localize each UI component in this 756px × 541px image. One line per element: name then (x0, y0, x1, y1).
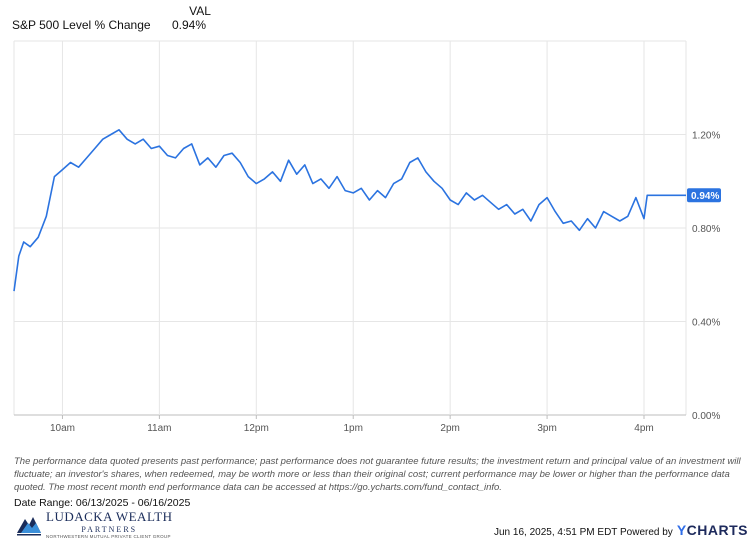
ycharts-brand[interactable]: Y CHARTS (677, 522, 748, 538)
x-tick-label: 12pm (244, 423, 269, 434)
ycharts-brand-text: CHARTS (686, 522, 748, 538)
y-tick-label: 0.80% (692, 224, 720, 235)
performance-disclaimer: The performance data quoted presents pas… (14, 456, 741, 493)
x-tick-label: 2pm (440, 423, 459, 434)
ycharts-y-mark: Y (676, 522, 687, 538)
mountain-logo-icon (17, 517, 41, 536)
legend-column-header: VAL (189, 4, 211, 18)
logo-line-2: PARTNERS (81, 525, 138, 534)
x-tick-label: 1pm (344, 423, 363, 434)
last-value-badge-box (687, 188, 721, 203)
footer-timestamp: Jun 16, 2025, 4:51 PM EDT Powered by (494, 527, 673, 538)
logo-line-3: NORTHWESTERN MUTUAL PRIVATE CLIENT GROUP (46, 534, 171, 539)
grid-lines (13, 40, 687, 419)
footer-attribution: Jun 16, 2025, 4:51 PM EDT Powered by Y CH… (494, 522, 748, 538)
x-tick-label: 3pm (537, 423, 556, 434)
series-line[interactable] (13, 129, 686, 292)
x-tick-label: 4pm (634, 423, 653, 434)
x-tick-label: 11am (147, 423, 171, 434)
legend-series-name[interactable]: S&P 500 Level % Change (12, 18, 151, 32)
date-range: Date Range: 06/13/2025 - 06/16/2025 (14, 497, 191, 509)
logo-line-1: LUDACKA WEALTH (46, 509, 173, 524)
y-tick-label: 0.40% (692, 318, 720, 329)
y-tick-label: 1.20% (692, 131, 720, 142)
x-tick-labels: 10am 11am 12pm 1pm 2pm 3pm 4pm (50, 423, 654, 434)
x-tick-label: 10am (50, 423, 75, 434)
line-chart[interactable]: 0.00% 0.40% 0.80% 1.20% 10am 11am 12pm 1pm 2pm 3… (0, 0, 756, 450)
last-value-badge-label: 0.94% (691, 191, 719, 202)
last-value-badge: 0.94% (687, 188, 721, 203)
legend-series-value: 0.94% (172, 18, 207, 32)
y-tick-labels: 0.00% 0.40% 0.80% 1.20% (692, 131, 720, 423)
firm-logo: LUDACKA WEALTH PARTNERS NORTHWESTERN MUT… (16, 509, 173, 539)
y-tick-label: 0.00% (692, 411, 720, 422)
